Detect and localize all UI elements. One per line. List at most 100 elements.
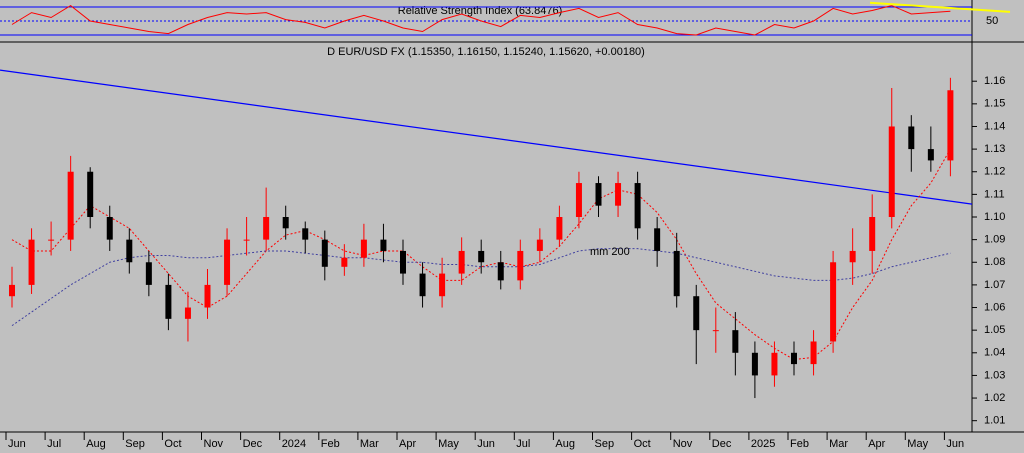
candle-body [810, 341, 817, 365]
candle-body [145, 262, 152, 285]
candle-body [204, 284, 211, 308]
candle-body [634, 183, 641, 229]
x-tick-label: Apr [868, 438, 885, 450]
candle-body [9, 284, 15, 297]
candle-body [830, 262, 837, 342]
candle-body [849, 250, 856, 263]
candle-body [380, 239, 387, 251]
candle-body [302, 228, 309, 240]
candle-body [87, 171, 94, 217]
x-tick-label: Oct [164, 438, 181, 450]
y-tick-label: 1.16 [984, 75, 1005, 87]
x-tick-label: Sep [595, 438, 615, 450]
candle-body [888, 126, 895, 217]
candle-body [439, 273, 446, 297]
chart-title: D EUR/USD FX (1.15350, 1.16150, 1.15240,… [327, 46, 645, 58]
y-tick-label: 1.14 [984, 120, 1005, 132]
y-tick-label: 1.10 [984, 211, 1005, 223]
x-tick-label: Mar [829, 438, 848, 450]
candle-body [497, 262, 504, 281]
y-tick-label: 1.04 [984, 347, 1005, 359]
x-tick-label: Nov [673, 438, 693, 450]
x-tick-label: Nov [204, 438, 224, 450]
x-tick-label: Jun [8, 438, 26, 450]
candle-body [224, 239, 231, 285]
x-tick-label: Mar [360, 438, 379, 450]
candle-body [400, 250, 406, 274]
moving-average [11, 248, 951, 327]
x-tick-label: Aug [86, 438, 106, 450]
candle-body [165, 284, 172, 319]
x-tick-label: May [907, 438, 928, 450]
candle-body [517, 250, 524, 281]
candle-body [869, 217, 876, 251]
trendline [0, 69, 973, 205]
candle-body [556, 217, 563, 240]
candle-body [419, 273, 426, 297]
y-tick-label: 1.06 [984, 301, 1005, 313]
candle-body [771, 352, 778, 376]
candle-body [654, 228, 661, 251]
candle-body [791, 352, 797, 365]
candle-body [48, 239, 55, 241]
x-tick-label: 2025 [751, 438, 775, 450]
y-tick-label: 1.03 [984, 369, 1005, 381]
candle-body [595, 183, 602, 206]
y-tick-label: 1.01 [984, 415, 1005, 427]
candle-body [321, 239, 328, 267]
series-label: mm 200 [590, 246, 630, 258]
candle-body [126, 239, 133, 263]
candle-body [184, 307, 191, 319]
y-tick-label: 1.15 [984, 98, 1005, 110]
y-tick-label: 1.11 [984, 188, 1005, 200]
x-tick-label: Dec [243, 438, 263, 450]
x-tick-label: Jul [47, 438, 61, 450]
candle-body [478, 250, 485, 263]
candle-body [693, 296, 700, 331]
candle-body [712, 330, 719, 332]
rsi-line [11, 4, 951, 36]
candle-body [947, 90, 954, 161]
candle-body [282, 217, 289, 229]
x-tick-label: Jun [946, 438, 964, 450]
rsi-title: Relative Strength Index (63.8476) [398, 5, 563, 17]
candle-body [458, 250, 465, 274]
candle-body [243, 239, 250, 241]
candle-body [536, 239, 543, 251]
trendline [869, 1, 1011, 13]
x-tick-label: Oct [634, 438, 651, 450]
candle-body [28, 239, 35, 285]
x-tick-label: Aug [555, 438, 575, 450]
x-tick-label: Sep [125, 438, 145, 450]
candle-body [732, 330, 739, 353]
y-tick-label: 1.05 [984, 324, 1005, 336]
candle-body [751, 352, 758, 376]
x-tick-label: 2024 [282, 438, 306, 450]
x-tick-label: Dec [712, 438, 732, 450]
x-tick-label: May [438, 438, 459, 450]
candle-body [908, 126, 915, 150]
candle-body [360, 239, 367, 258]
y-tick-label: 1.12 [984, 166, 1005, 178]
candle-body [575, 183, 582, 217]
y-tick-label: 50 [986, 15, 998, 27]
y-tick-label: 1.07 [984, 279, 1005, 291]
candle-body [673, 250, 680, 297]
x-tick-label: Feb [790, 438, 809, 450]
candle-body [106, 217, 113, 240]
y-tick-label: 1.02 [984, 392, 1005, 404]
x-tick-label: Jul [516, 438, 530, 450]
candle-body [615, 183, 622, 206]
candle-body [67, 171, 74, 240]
x-tick-label: Feb [321, 438, 340, 450]
x-tick-label: Apr [399, 438, 416, 450]
y-tick-label: 1.08 [984, 256, 1005, 268]
y-tick-label: 1.13 [984, 143, 1005, 155]
y-tick-label: 1.09 [984, 234, 1005, 246]
candle-body [263, 217, 270, 240]
candle-body [341, 257, 348, 267]
x-tick-label: Jun [477, 438, 495, 450]
candle-body [927, 149, 934, 161]
